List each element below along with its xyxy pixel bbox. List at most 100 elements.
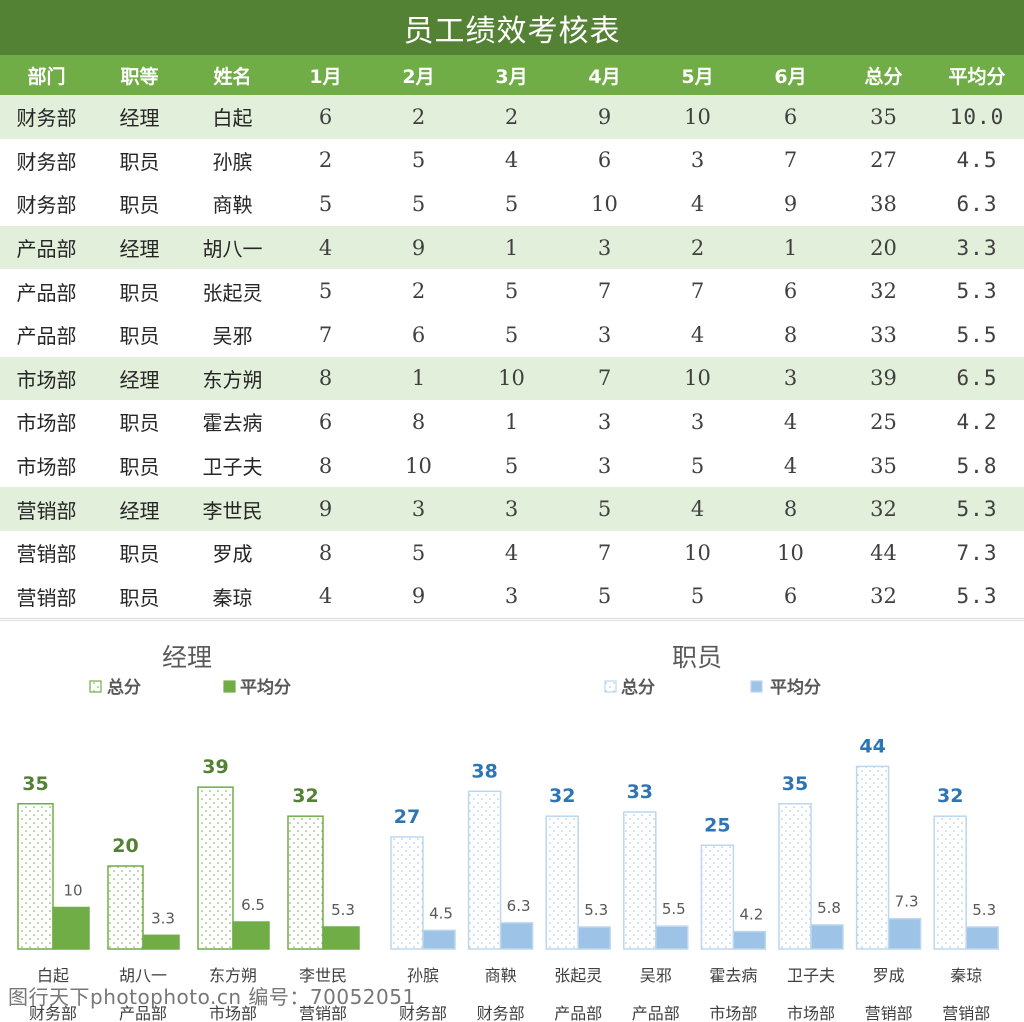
cell-month-1[interactable]: 6 xyxy=(318,409,333,434)
column-header-may[interactable]: 5月 xyxy=(651,55,744,95)
cell-month-1[interactable]: 4 xyxy=(318,584,333,609)
cell-month-4[interactable]: 3 xyxy=(597,322,612,347)
cell-department[interactable]: 产品部 xyxy=(16,324,77,349)
cell-department[interactable]: 产品部 xyxy=(0,225,93,270)
cell-month-2[interactable]: 9 xyxy=(411,584,426,609)
column-header-average[interactable]: 平均分 xyxy=(930,55,1024,95)
cell-average[interactable]: 5.8 xyxy=(956,453,998,478)
cell-total[interactable]: 32 xyxy=(870,279,897,304)
cell-month-1[interactable]: 4 xyxy=(279,225,372,270)
cell-month-2[interactable]: 5 xyxy=(411,191,426,216)
cell-rank[interactable]: 职员 xyxy=(119,542,160,567)
cell-month-1[interactable]: 7 xyxy=(318,322,333,347)
cell-month-5[interactable]: 3 xyxy=(690,148,705,173)
cell-rank[interactable]: 职员 xyxy=(119,149,160,174)
cell-name[interactable]: 罗成 xyxy=(212,542,253,567)
cell-month-1[interactable]: 8 xyxy=(279,356,372,401)
cell-average[interactable]: 7.3 xyxy=(956,540,998,565)
cell-department[interactable]: 财务部 xyxy=(16,149,77,174)
cell-average[interactable]: 4.2 xyxy=(956,409,998,434)
cell-month-5[interactable]: 3 xyxy=(690,409,705,434)
cell-name[interactable]: 商鞅 xyxy=(212,193,253,218)
cell-month-3[interactable]: 1 xyxy=(504,409,519,434)
cell-month-4[interactable]: 6 xyxy=(597,148,612,173)
column-header-mar[interactable]: 3月 xyxy=(465,55,558,95)
cell-month-6[interactable]: 4 xyxy=(783,409,798,434)
cell-month-5[interactable]: 7 xyxy=(690,279,705,304)
column-header-department[interactable]: 部门 xyxy=(0,55,93,95)
cell-month-1[interactable]: 2 xyxy=(318,148,333,173)
cell-name[interactable]: 吴邪 xyxy=(212,324,253,349)
cell-rank[interactable]: 职员 xyxy=(119,193,160,218)
cell-name[interactable]: 霍去病 xyxy=(202,411,263,436)
column-header-jun[interactable]: 6月 xyxy=(744,55,837,95)
cell-average[interactable]: 10.0 xyxy=(930,95,1024,139)
cell-month-1[interactable]: 5 xyxy=(318,191,333,216)
cell-month-6[interactable]: 8 xyxy=(783,322,798,347)
cell-total[interactable]: 38 xyxy=(870,191,897,216)
cell-average[interactable]: 5.3 xyxy=(956,584,998,609)
cell-rank[interactable]: 经理 xyxy=(93,225,186,270)
cell-name[interactable]: 胡八一 xyxy=(186,225,279,270)
cell-month-3[interactable]: 5 xyxy=(504,453,519,478)
cell-month-2[interactable]: 3 xyxy=(372,487,465,531)
cell-month-6[interactable]: 7 xyxy=(783,148,798,173)
cell-name[interactable]: 东方朔 xyxy=(186,356,279,401)
cell-month-4[interactable]: 9 xyxy=(558,95,651,139)
cell-month-6[interactable]: 3 xyxy=(744,356,837,401)
cell-rank[interactable]: 职员 xyxy=(119,324,160,349)
cell-month-1[interactable]: 8 xyxy=(318,453,333,478)
cell-month-3[interactable]: 10 xyxy=(465,356,558,401)
column-header-total[interactable]: 总分 xyxy=(837,55,930,95)
cell-name[interactable]: 张起灵 xyxy=(202,280,263,305)
cell-month-3[interactable]: 4 xyxy=(504,148,519,173)
cell-month-6[interactable]: 10 xyxy=(777,540,804,565)
cell-rank[interactable]: 职员 xyxy=(119,455,160,480)
cell-total[interactable]: 39 xyxy=(837,356,930,401)
cell-month-6[interactable]: 1 xyxy=(744,225,837,270)
cell-department[interactable]: 营销部 xyxy=(16,542,77,567)
cell-month-3[interactable]: 2 xyxy=(465,95,558,139)
column-header-name[interactable]: 姓名 xyxy=(186,55,279,95)
cell-department[interactable]: 产品部 xyxy=(16,280,77,305)
cell-month-3[interactable]: 5 xyxy=(504,322,519,347)
cell-month-3[interactable]: 5 xyxy=(504,279,519,304)
cell-month-4[interactable]: 3 xyxy=(597,409,612,434)
cell-month-4[interactable]: 5 xyxy=(597,584,612,609)
cell-month-2[interactable]: 10 xyxy=(405,453,432,478)
cell-month-2[interactable]: 2 xyxy=(372,95,465,139)
cell-total[interactable]: 32 xyxy=(870,584,897,609)
cell-department[interactable]: 市场部 xyxy=(16,455,77,480)
cell-month-2[interactable]: 1 xyxy=(372,356,465,401)
cell-month-6[interactable]: 6 xyxy=(744,95,837,139)
cell-month-5[interactable]: 5 xyxy=(690,453,705,478)
cell-name[interactable]: 卫子夫 xyxy=(202,455,263,480)
cell-rank[interactable]: 职员 xyxy=(119,411,160,436)
cell-month-5[interactable]: 10 xyxy=(651,95,744,139)
cell-rank[interactable]: 经理 xyxy=(93,95,186,139)
cell-department[interactable]: 营销部 xyxy=(16,585,77,610)
cell-total[interactable]: 25 xyxy=(870,409,897,434)
cell-month-4[interactable]: 7 xyxy=(597,540,612,565)
cell-total[interactable]: 35 xyxy=(837,95,930,139)
cell-month-4[interactable]: 10 xyxy=(591,191,618,216)
cell-month-6[interactable]: 9 xyxy=(783,191,798,216)
cell-month-2[interactable]: 2 xyxy=(411,279,426,304)
cell-month-1[interactable]: 8 xyxy=(318,540,333,565)
cell-total[interactable]: 33 xyxy=(870,322,897,347)
cell-month-5[interactable]: 10 xyxy=(651,356,744,401)
cell-month-6[interactable]: 8 xyxy=(744,487,837,531)
cell-month-5[interactable]: 10 xyxy=(684,540,711,565)
cell-month-5[interactable]: 4 xyxy=(690,322,705,347)
cell-average[interactable]: 5.5 xyxy=(956,322,998,347)
cell-month-4[interactable]: 3 xyxy=(597,453,612,478)
cell-average[interactable]: 6.3 xyxy=(956,191,998,216)
column-header-feb[interactable]: 2月 xyxy=(372,55,465,95)
cell-rank[interactable]: 经理 xyxy=(93,356,186,401)
cell-month-5[interactable]: 2 xyxy=(651,225,744,270)
cell-month-2[interactable]: 6 xyxy=(411,322,426,347)
cell-month-1[interactable]: 9 xyxy=(279,487,372,531)
cell-month-3[interactable]: 1 xyxy=(465,225,558,270)
cell-department[interactable]: 财务部 xyxy=(0,95,93,139)
column-header-rank[interactable]: 职等 xyxy=(93,55,186,95)
